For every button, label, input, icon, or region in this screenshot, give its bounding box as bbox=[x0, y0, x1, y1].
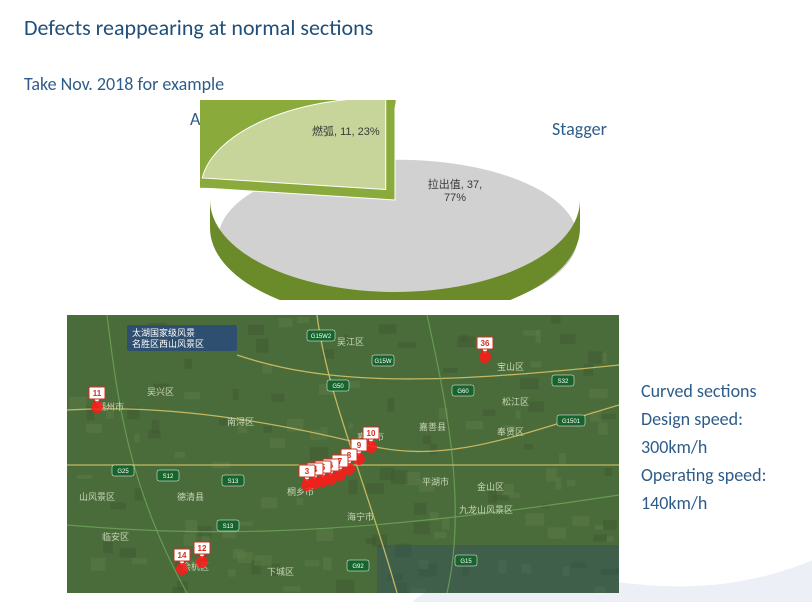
side-line-4: Operating speed: bbox=[641, 462, 766, 490]
svg-text:奉贤区: 奉贤区 bbox=[497, 426, 524, 437]
map-side-text: Curved sections Design speed: 300km/h Op… bbox=[641, 378, 766, 517]
svg-text:山风景区: 山风景区 bbox=[79, 492, 115, 502]
svg-text:14: 14 bbox=[178, 551, 187, 560]
svg-text:12: 12 bbox=[198, 544, 207, 553]
side-line-2: Design speed: bbox=[641, 406, 766, 434]
svg-text:G25: G25 bbox=[117, 469, 129, 475]
svg-text:3: 3 bbox=[305, 467, 310, 476]
svg-text:G15W: G15W bbox=[374, 359, 391, 365]
svg-text:吴兴区: 吴兴区 bbox=[147, 387, 174, 397]
svg-text:S13: S13 bbox=[223, 524, 234, 530]
svg-text:11: 11 bbox=[93, 389, 102, 398]
svg-text:G60: G60 bbox=[457, 389, 469, 395]
svg-text:G15W2: G15W2 bbox=[311, 334, 332, 340]
side-line-5: 140km/h bbox=[641, 490, 766, 518]
svg-text:太湖国家级风景: 太湖国家级风景 bbox=[132, 327, 195, 338]
svg-text:临安区: 临安区 bbox=[102, 531, 129, 542]
svg-text:平湖市: 平湖市 bbox=[422, 476, 449, 487]
svg-text:名胜区西山风景区: 名胜区西山风景区 bbox=[132, 338, 204, 349]
slide-subtitle: Take Nov. 2018 for example bbox=[24, 73, 224, 95]
svg-text:S13: S13 bbox=[228, 479, 239, 485]
svg-text:燃弧, 11, 23%: 燃弧, 11, 23% bbox=[312, 124, 380, 138]
svg-text:G15: G15 bbox=[460, 559, 472, 565]
side-line-3: 300km/h bbox=[641, 434, 766, 462]
svg-text:G50: G50 bbox=[332, 384, 344, 390]
svg-text:宝山区: 宝山区 bbox=[497, 361, 524, 372]
svg-text:松江区: 松江区 bbox=[502, 396, 529, 407]
svg-text:9: 9 bbox=[357, 441, 362, 450]
svg-text:德清县: 德清县 bbox=[177, 491, 204, 502]
svg-text:九龙山风景区: 九龙山风景区 bbox=[459, 504, 513, 515]
slide-title: Defects reappearing at normal sections bbox=[24, 14, 373, 41]
svg-text:S32: S32 bbox=[558, 379, 569, 385]
pie-chart: 燃弧, 11, 23%拉出值, 37,77% bbox=[200, 100, 580, 300]
svg-text:36: 36 bbox=[481, 339, 490, 348]
svg-text:G1501: G1501 bbox=[562, 419, 581, 425]
svg-text:金山区: 金山区 bbox=[477, 481, 504, 492]
defect-map: 太湖国家级风景名胜区西山风景区湖州市吴兴区南浔区桐乡市海宁市嘉兴市平湖市下城区余… bbox=[67, 315, 619, 593]
svg-text:10: 10 bbox=[367, 429, 376, 438]
svg-text:南浔区: 南浔区 bbox=[227, 416, 254, 427]
svg-text:G92: G92 bbox=[352, 564, 364, 570]
svg-text:吴江区: 吴江区 bbox=[337, 337, 364, 347]
svg-text:下城区: 下城区 bbox=[267, 567, 294, 577]
svg-text:海宁市: 海宁市 bbox=[347, 511, 374, 522]
svg-text:S12: S12 bbox=[163, 474, 174, 480]
side-line-1: Curved sections bbox=[641, 378, 766, 406]
svg-text:嘉善县: 嘉善县 bbox=[419, 421, 446, 432]
